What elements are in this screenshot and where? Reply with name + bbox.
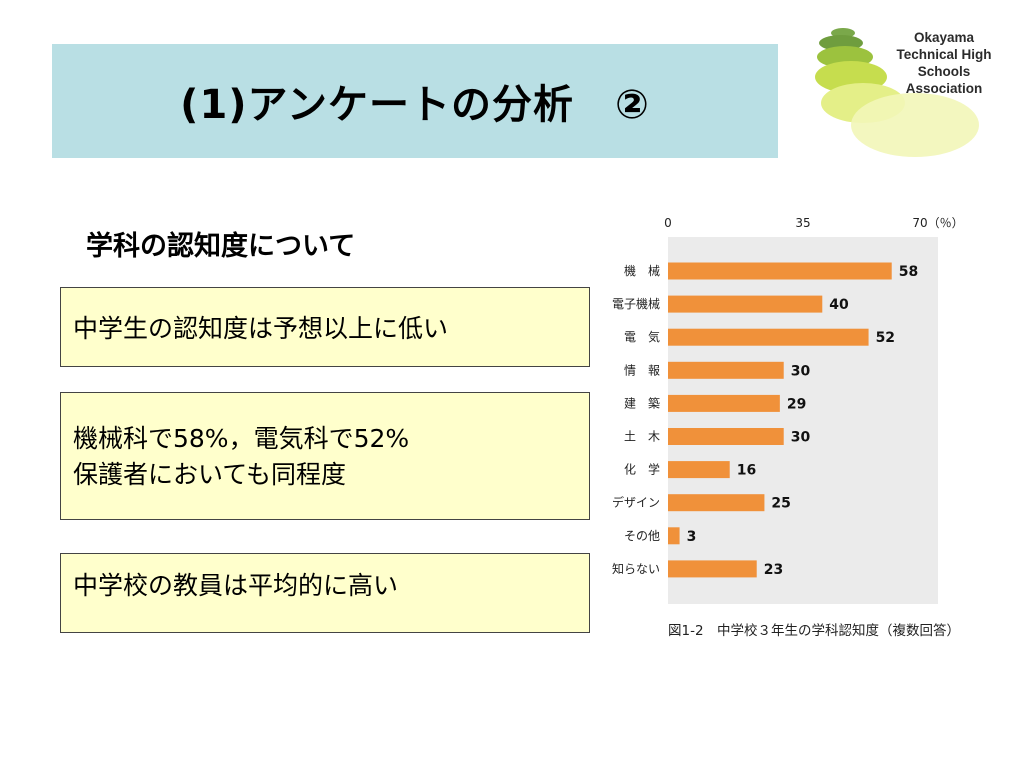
bar [668,428,784,445]
callout-2-line-2: 保護者においても同程度 [73,460,347,489]
x-tick-label: 35 [795,216,810,230]
category-label: 電子機械 [612,296,660,311]
data-label: 23 [764,562,783,578]
callout-teachers: 中学校の教員は平均的に高い [60,553,590,633]
title-banner: (1)アンケートの分析 ② [52,44,778,158]
category-label: 土 木 [624,430,660,444]
callout-junior-high-awareness: 中学生の認知度は予想以上に低い [60,287,590,367]
bar [668,361,784,379]
category-label: 情 報 [624,363,660,377]
data-label: 3 [687,529,697,545]
category-label: 建 築 [624,395,660,410]
x-tick-label: 0 [664,216,672,230]
callout-1-line-1: 中学生の認知度は予想以上に低い [73,314,449,343]
bar [668,394,780,412]
category-label: 機 械 [624,263,660,278]
data-label: 29 [787,396,806,412]
category-label: 化 学 [624,462,660,477]
category-label: デザイン [612,495,660,510]
bar [668,494,765,512]
logo-line-3: Association [905,81,983,96]
callout-department-rates: 機械科で58%，電気科で52% 保護者においても同程度 [60,392,590,520]
callout-2-line-1: 機械科で58%，電気科で52% [73,424,410,453]
logo-line-1: Okayama [913,30,975,45]
data-label: 30 [791,363,811,379]
data-label: 58 [899,264,918,280]
category-label: 知らない [612,562,660,576]
category-label: 電 気 [624,329,660,344]
data-label: 30 [791,430,811,446]
data-label: 52 [876,330,895,346]
logo-text: Okayama Technical High Schools Associati… [879,29,1009,97]
slide-title: (1)アンケートの分析 ② [180,82,650,128]
bar [668,328,869,346]
bar-chart-svg: 0 35 70（％） 機 械 58 電子機械 40 電 気 52 情 報 30 建 築 29 土 木 30 化… [612,216,964,604]
category-label: その他 [624,529,660,543]
plot-area [668,237,938,604]
data-label: 25 [771,496,790,512]
awareness-chart: 0 35 70（％） 機 械 58 電子機械 40 電 気 52 情 報 30 建 築 29 土 木 30 化… [596,205,976,645]
bar [668,560,757,578]
section-heading: 学科の認知度について [86,231,356,262]
data-label: 40 [829,297,849,313]
logo-line-2: Technical High Schools [896,47,992,79]
bar [668,527,680,545]
callout-3-line-1: 中学校の教員は平均的に高い [73,571,399,600]
x-tick-label: 70（％） [912,216,963,230]
data-label: 16 [737,463,756,479]
bar [668,262,892,280]
bar [668,461,730,479]
logo-circles-icon [815,28,979,157]
bar [668,295,823,313]
association-logo: Okayama Technical High Schools Associati… [805,25,1005,165]
chart-caption: 図1-2 中学校３年生の学科認知度（複数回答） [668,623,961,639]
